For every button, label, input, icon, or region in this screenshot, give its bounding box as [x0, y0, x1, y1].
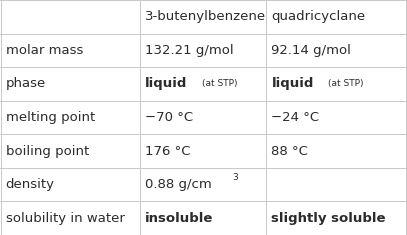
Text: 176 °C: 176 °C [145, 145, 191, 158]
Text: slightly soluble: slightly soluble [271, 212, 386, 225]
Text: boiling point: boiling point [6, 145, 89, 158]
Text: melting point: melting point [6, 111, 95, 124]
Text: (at STP): (at STP) [202, 79, 238, 88]
Text: −24 °C: −24 °C [271, 111, 319, 124]
Text: 0.88 g/cm: 0.88 g/cm [145, 178, 212, 191]
Text: quadricyclane: quadricyclane [271, 10, 365, 23]
Text: (at STP): (at STP) [328, 79, 364, 88]
Text: −70 °C: −70 °C [145, 111, 193, 124]
Text: 3: 3 [232, 173, 238, 182]
Text: 3-butenylbenzene: 3-butenylbenzene [145, 10, 267, 23]
Text: liquid: liquid [271, 77, 314, 90]
Text: 92.14 g/mol: 92.14 g/mol [271, 44, 351, 57]
Text: phase: phase [6, 77, 46, 90]
Text: liquid: liquid [145, 77, 188, 90]
Text: 132.21 g/mol: 132.21 g/mol [145, 44, 234, 57]
Text: 88 °C: 88 °C [271, 145, 309, 158]
Text: density: density [6, 178, 55, 191]
Text: insoluble: insoluble [145, 212, 214, 225]
Text: molar mass: molar mass [6, 44, 83, 57]
Text: solubility in water: solubility in water [6, 212, 125, 225]
